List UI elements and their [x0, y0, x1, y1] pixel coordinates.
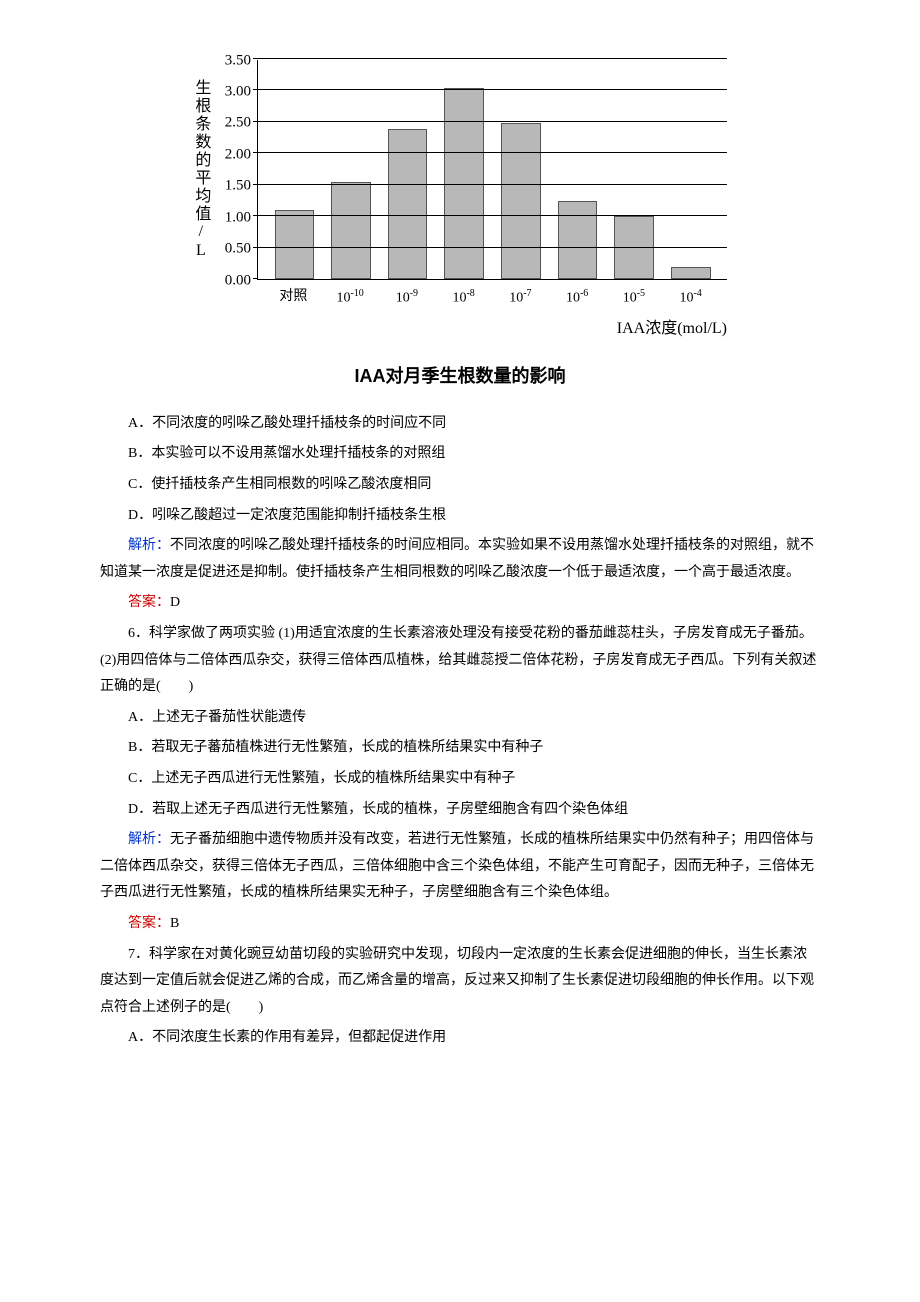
q5-explanation: 解析：不同浓度的吲哚乙酸处理扦插枝条的时间应相同。本实验如果不设用蒸馏水处理扦插… [100, 533, 820, 586]
y-tick-label: 2.00 [225, 140, 251, 169]
x-axis-label: IAA浓度(mol/L) [257, 312, 727, 344]
bar [614, 216, 654, 279]
x-tick-label: 对照 [265, 280, 322, 312]
gridline [258, 58, 727, 59]
q5-option-d: D．吲哚乙酸超过一定浓度范围能抑制扦插枝条生根 [100, 503, 820, 530]
x-tick-label: 10-10 [322, 280, 379, 312]
y-tick-mark [253, 247, 258, 248]
bar [331, 182, 371, 279]
x-tick-label: 10-6 [549, 280, 606, 312]
x-tick-label: 10-8 [435, 280, 492, 312]
gridline [258, 215, 727, 216]
chart-title: IAA对月季生根数量的影响 [100, 359, 820, 393]
answer-label: 答案： [128, 595, 170, 610]
x-tick-label: 10-4 [662, 280, 719, 312]
q6-option-c: C．上述无子西瓜进行无性繁殖，长成的植株所结果实中有种子 [100, 766, 820, 793]
bar [671, 267, 711, 280]
y-tick-mark [253, 152, 258, 153]
q5-answer: 答案：D [100, 590, 820, 617]
y-tick-label: 1.50 [225, 171, 251, 200]
y-tick-label: 3.50 [225, 46, 251, 75]
q6-option-d: D．若取上述无子西瓜进行无性繁殖，长成的植株，子房壁细胞含有四个染色体组 [100, 797, 820, 824]
answer-label: 答案： [128, 916, 170, 931]
y-tick-label: 2.50 [225, 109, 251, 138]
q6-answer-text: B [170, 916, 179, 931]
y-tick-mark [253, 58, 258, 59]
y-tick-mark [253, 121, 258, 122]
q5-option-b: B．本实验可以不设用蒸馏水处理扦插枝条的对照组 [100, 441, 820, 468]
iaa-chart: 生根条数的平均值/L 0.000.501.001.502.002.503.003… [185, 60, 735, 345]
q6-stem: 6．科学家做了两项实验 (1)用适宜浓度的生长素溶液处理没有接受花粉的番茄雌蕊柱… [100, 621, 820, 701]
explanation-label: 解析： [128, 832, 170, 847]
q6-option-b: B．若取无子蕃茄植株进行无性繁殖，长成的植株所结果实中有种子 [100, 735, 820, 762]
gridline [258, 184, 727, 185]
y-tick-label: 0.50 [225, 234, 251, 263]
y-tick-mark [253, 278, 258, 279]
y-tick-mark [253, 184, 258, 185]
x-tick-row: 对照10-1010-910-810-710-610-510-4 [257, 280, 727, 312]
q6-explanation-text: 无子番茄细胞中遗传物质并没有改变，若进行无性繁殖，长成的植株所结果实中仍然有种子… [100, 832, 814, 900]
q6-option-a: A．上述无子番茄性状能遗传 [100, 705, 820, 732]
bar [275, 210, 315, 279]
y-tick-label: 0.00 [225, 266, 251, 295]
q5-explanation-text: 不同浓度的吲哚乙酸处理扦插枝条的时间应相同。本实验如果不设用蒸馏水处理扦插枝条的… [100, 538, 814, 580]
gridline [258, 89, 727, 90]
x-tick-label: 10-9 [379, 280, 436, 312]
y-tick-label: 1.00 [225, 203, 251, 232]
y-axis-label-col: 生根条数的平均值/L [185, 60, 211, 280]
y-tick-mark [253, 89, 258, 90]
y-tick-column: 0.000.501.001.502.002.503.003.50 [211, 60, 257, 280]
q5-answer-text: D [170, 595, 180, 610]
q5-option-a: A．不同浓度的吲哚乙酸处理扦插枝条的时间应不同 [100, 411, 820, 438]
explanation-label: 解析： [128, 538, 170, 553]
gridline [258, 121, 727, 122]
q6-answer: 答案：B [100, 911, 820, 938]
bar [558, 201, 598, 279]
q7-option-a: A．不同浓度生长素的作用有差异，但都起促进作用 [100, 1025, 820, 1052]
x-tick-label: 10-5 [606, 280, 663, 312]
bar [501, 123, 541, 279]
y-tick-label: 3.00 [225, 77, 251, 106]
plot-area [257, 60, 727, 280]
q5-option-c: C．使扦插枝条产生相同根数的吲哚乙酸浓度相同 [100, 472, 820, 499]
q7-stem: 7．科学家在对黄化豌豆幼苗切段的实验研究中发现，切段内一定浓度的生长素会促进细胞… [100, 942, 820, 1022]
gridline [258, 152, 727, 153]
x-tick-label: 10-7 [492, 280, 549, 312]
page: 生根条数的平均值/L 0.00 0.501.00 1.502.002.50 3.003… [0, 0, 920, 1096]
q6-explanation: 解析：无子番茄细胞中遗传物质并没有改变，若进行无性繁殖，长成的植株所结果实中仍然… [100, 827, 820, 907]
gridline [258, 247, 727, 248]
y-tick-mark [253, 215, 258, 216]
